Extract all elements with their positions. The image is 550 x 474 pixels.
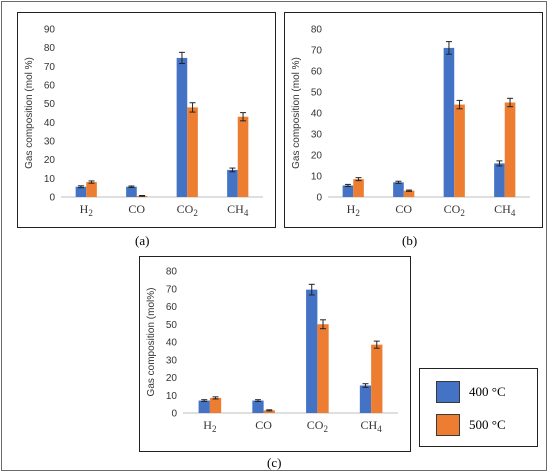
bar-400-0: [198, 400, 210, 413]
category-label: H2: [203, 418, 216, 434]
chart-b-svg: 0 10 20 30 40 50 60 70 80 Gas composition (mol %)…: [291, 25, 530, 218]
bar-400-2: [443, 47, 455, 198]
bar-500-3: [237, 116, 249, 197]
y-tick-label: 0: [49, 193, 55, 204]
legend-swatch-400: [436, 381, 460, 403]
y-tick-label: 0: [171, 409, 177, 420]
y-tick-label: 30: [166, 355, 178, 366]
category-label: CO2: [444, 202, 465, 218]
bar-500-2: [317, 324, 329, 413]
category-label: H2: [347, 202, 360, 218]
bar-400-2: [176, 57, 188, 197]
bar-400-2: [306, 289, 318, 413]
y-tick-label: 70: [311, 46, 323, 57]
bar-500-0: [209, 397, 222, 413]
bar-400-3: [227, 169, 238, 197]
y-tick-label: 50: [166, 320, 178, 331]
chart-c-caption: (c): [267, 455, 282, 470]
category-label: CO2: [177, 202, 198, 218]
y-axis-label: Gas composition (mol %): [291, 57, 302, 169]
y-tick-label: 10: [166, 391, 178, 402]
y-tick-label: 20: [166, 373, 178, 384]
bar-400-1: [252, 400, 264, 413]
chart-b-caption: (b): [402, 233, 418, 248]
y-tick-label: 80: [311, 25, 323, 36]
y-tick-label: 60: [311, 67, 323, 78]
y-tick-label: 10: [44, 174, 56, 185]
y-tick-label: 50: [44, 99, 56, 110]
chart-panel-a: 0 10 20 30 40 50 60 70 80 90 Gas composition (mol …: [17, 12, 276, 228]
y-axis-label: Gas composition (mol%): [146, 288, 157, 397]
legend-item-500: 500 °C: [436, 414, 506, 436]
bar-400-0: [342, 185, 354, 197]
bar-400-1: [393, 182, 404, 197]
category-label: CO: [128, 202, 145, 216]
legend-swatch-500: [436, 414, 460, 436]
y-tick-label: 20: [44, 155, 56, 166]
bar-500-0: [353, 179, 364, 197]
y-tick-label: 80: [44, 43, 56, 54]
bar-500-0: [86, 182, 97, 197]
chart-a-caption: (a): [135, 233, 150, 248]
y-tick-label: 70: [44, 62, 56, 73]
bar-500-3: [504, 102, 516, 197]
y-tick-label: 60: [166, 302, 178, 313]
bar-400-1: [126, 186, 137, 197]
y-tick-label: 70: [166, 284, 178, 295]
legend-item-400: 400 °C: [436, 381, 506, 403]
bar-400-3: [494, 163, 505, 197]
legend: 400 °C 500 °C: [419, 368, 538, 447]
y-tick-label: 40: [166, 338, 178, 349]
y-tick-label: 40: [44, 118, 56, 129]
chart-panel-c: 0 10 20 30 40 50 60 70 80 Gas composition (mol%) H…: [139, 256, 411, 452]
bar-500-3: [371, 344, 383, 413]
chart-panel-b: 0 10 20 30 40 50 60 70 80 Gas composition (mol %)…: [284, 12, 543, 228]
legend-label-400: 400 °C: [469, 384, 506, 399]
y-tick-label: 20: [311, 151, 323, 162]
bar-400-0: [75, 186, 87, 197]
y-tick-label: 30: [44, 137, 56, 148]
y-tick-label: 60: [44, 81, 56, 92]
bar-500-1: [403, 190, 415, 197]
chart-a-svg: 0 10 20 30 40 50 60 70 80 90 Gas composition (mol …: [24, 25, 263, 218]
y-axis-label: Gas composition (mol %): [24, 57, 35, 169]
category-label: CO: [395, 202, 412, 216]
y-tick-label: 80: [166, 267, 178, 278]
category-label: CH4: [361, 418, 383, 434]
y-tick-label: 40: [311, 109, 323, 120]
y-tick-label: 90: [44, 25, 56, 36]
y-tick-label: 50: [311, 88, 323, 99]
category-label: CO2: [307, 418, 328, 434]
category-label: H2: [80, 202, 93, 218]
y-tick-label: 0: [316, 193, 322, 204]
chart-c-svg: 0 10 20 30 40 50 60 70 80 Gas composition (mol%) H…: [146, 267, 398, 434]
bar-500-2: [454, 104, 465, 197]
y-tick-label: 30: [311, 130, 323, 141]
category-label: CH4: [494, 202, 516, 218]
bar-400-3: [359, 385, 372, 413]
legend-label-500: 500 °C: [469, 417, 506, 432]
bar-500-1: [263, 410, 275, 413]
bar-500-2: [187, 107, 198, 197]
category-label: CO: [255, 418, 272, 432]
category-label: CH4: [227, 202, 249, 218]
y-tick-label: 10: [311, 172, 323, 183]
